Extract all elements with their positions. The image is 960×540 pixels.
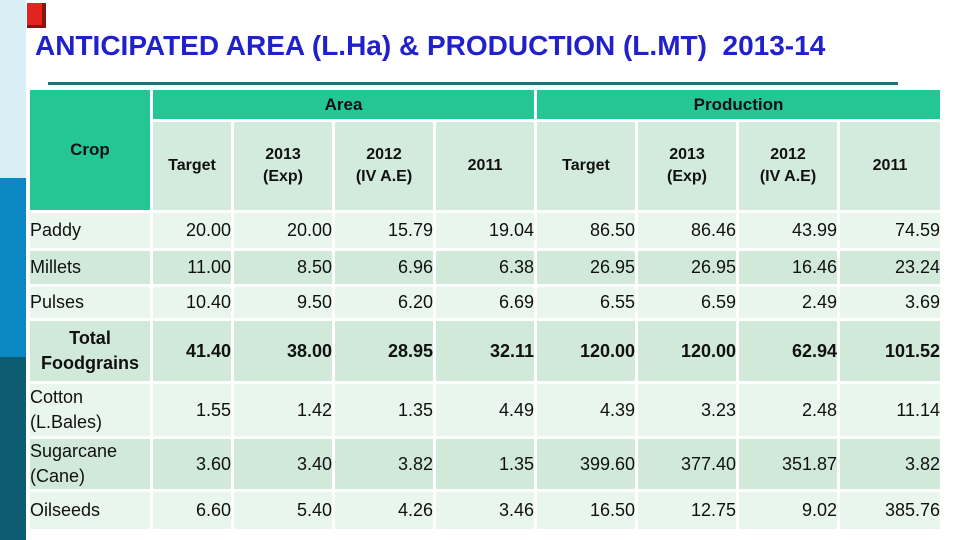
- column-header: 2011: [436, 122, 534, 210]
- table-row: Millets 11.00 8.50 6.96 6.38 26.95 26.95…: [30, 251, 941, 284]
- table-cell: 120.00: [638, 321, 736, 381]
- table-cell: 3.60: [153, 439, 231, 490]
- table-row: Total Foodgrains 41.40 38.00 28.95 32.11…: [30, 321, 941, 381]
- table-cell: 5.40: [234, 492, 332, 530]
- table-cell: 74.59: [840, 213, 941, 248]
- crops-table: Crop Area Production Target 2013 (Exp) 2…: [27, 87, 943, 532]
- row-label: Total Foodgrains: [30, 321, 150, 381]
- table-row: Paddy 20.00 20.00 15.79 19.04 86.50 86.4…: [30, 213, 941, 248]
- table-cell: 3.23: [638, 384, 736, 436]
- title-underline: [48, 82, 898, 85]
- table-cell: 26.95: [537, 251, 635, 284]
- table-cell: 120.00: [537, 321, 635, 381]
- table-cell: 2.49: [739, 287, 837, 318]
- table-cell: 6.20: [335, 287, 433, 318]
- table-cell: 4.26: [335, 492, 433, 530]
- table-cell: 9.50: [234, 287, 332, 318]
- table-row: Sugarcane (Cane) 3.60 3.40 3.82 1.35 399…: [30, 439, 941, 490]
- table-cell: 385.76: [840, 492, 941, 530]
- row-label: Sugarcane (Cane): [30, 439, 150, 490]
- table-cell: 26.95: [638, 251, 736, 284]
- table-cell: 6.55: [537, 287, 635, 318]
- row-label: Cotton (L.Bales): [30, 384, 150, 436]
- table-cell: 4.39: [537, 384, 635, 436]
- column-header: 2011: [840, 122, 941, 210]
- table-cell: 6.69: [436, 287, 534, 318]
- row-label: Millets: [30, 251, 150, 284]
- table-cell: 9.02: [739, 492, 837, 530]
- column-header-row: Target 2013 (Exp) 2012 (IV A.E) 2011 Tar…: [30, 122, 941, 210]
- group-header-production: Production: [537, 90, 941, 119]
- table-cell: 351.87: [739, 439, 837, 490]
- table-cell: 43.99: [739, 213, 837, 248]
- table-cell: 11.00: [153, 251, 231, 284]
- table-cell: 38.00: [234, 321, 332, 381]
- table-cell: 19.04: [436, 213, 534, 248]
- table-row: Pulses 10.40 9.50 6.20 6.69 6.55 6.59 2.…: [30, 287, 941, 318]
- page-title: ANTICIPATED AREA (L.Ha) & PRODUCTION (L.…: [35, 30, 826, 61]
- sidebar-stripe-top: [0, 0, 26, 178]
- table-cell: 12.75: [638, 492, 736, 530]
- table-cell: 3.46: [436, 492, 534, 530]
- table-cell: 23.24: [840, 251, 941, 284]
- table-cell: 8.50: [234, 251, 332, 284]
- table-cell: 1.35: [436, 439, 534, 490]
- column-header: 2013 (Exp): [234, 122, 332, 210]
- row-label: Oilseeds: [30, 492, 150, 530]
- group-header-area: Area: [153, 90, 534, 119]
- table-row: Cotton (L.Bales) 1.55 1.42 1.35 4.49 4.3…: [30, 384, 941, 436]
- table-cell: 16.46: [739, 251, 837, 284]
- table-cell: 6.59: [638, 287, 736, 318]
- table-cell: 6.96: [335, 251, 433, 284]
- table-cell: 101.52: [840, 321, 941, 381]
- table-cell: 86.50: [537, 213, 635, 248]
- table-cell: 6.60: [153, 492, 231, 530]
- column-header: 2012 (IV A.E): [739, 122, 837, 210]
- table-cell: 2.48: [739, 384, 837, 436]
- column-header: Target: [153, 122, 231, 210]
- row-label: Pulses: [30, 287, 150, 318]
- crop-column-header: Crop: [30, 90, 150, 210]
- group-header-row: Crop Area Production: [30, 90, 941, 210]
- table-cell: 28.95: [335, 321, 433, 381]
- table-cell: 6.38: [436, 251, 534, 284]
- table-cell: 86.46: [638, 213, 736, 248]
- table-cell: 20.00: [153, 213, 231, 248]
- table-cell: 41.40: [153, 321, 231, 381]
- table-cell: 1.35: [335, 384, 433, 436]
- table-cell: 1.42: [234, 384, 332, 436]
- table-cell: 11.14: [840, 384, 941, 436]
- column-header: 2013 (Exp): [638, 122, 736, 210]
- table-cell: 4.49: [436, 384, 534, 436]
- table-cell: 3.82: [335, 439, 433, 490]
- column-header: Target: [537, 122, 635, 210]
- red-accent-square: [27, 3, 46, 28]
- table-cell: 10.40: [153, 287, 231, 318]
- table-cell: 3.40: [234, 439, 332, 490]
- table-cell: 62.94: [739, 321, 837, 381]
- row-label: Paddy: [30, 213, 150, 248]
- table-cell: 3.82: [840, 439, 941, 490]
- table-cell: 32.11: [436, 321, 534, 381]
- table-cell: 20.00: [234, 213, 332, 248]
- table-cell: 399.60: [537, 439, 635, 490]
- sidebar-stripe-bottom: [0, 357, 26, 540]
- table-cell: 16.50: [537, 492, 635, 530]
- table-cell: 377.40: [638, 439, 736, 490]
- table-cell: 1.55: [153, 384, 231, 436]
- table-row: Oilseeds 6.60 5.40 4.26 3.46 16.50 12.75…: [30, 492, 941, 530]
- table-cell: 3.69: [840, 287, 941, 318]
- column-header: 2012 (IV A.E): [335, 122, 433, 210]
- sidebar-stripe-middle: [0, 178, 26, 357]
- table-cell: 15.79: [335, 213, 433, 248]
